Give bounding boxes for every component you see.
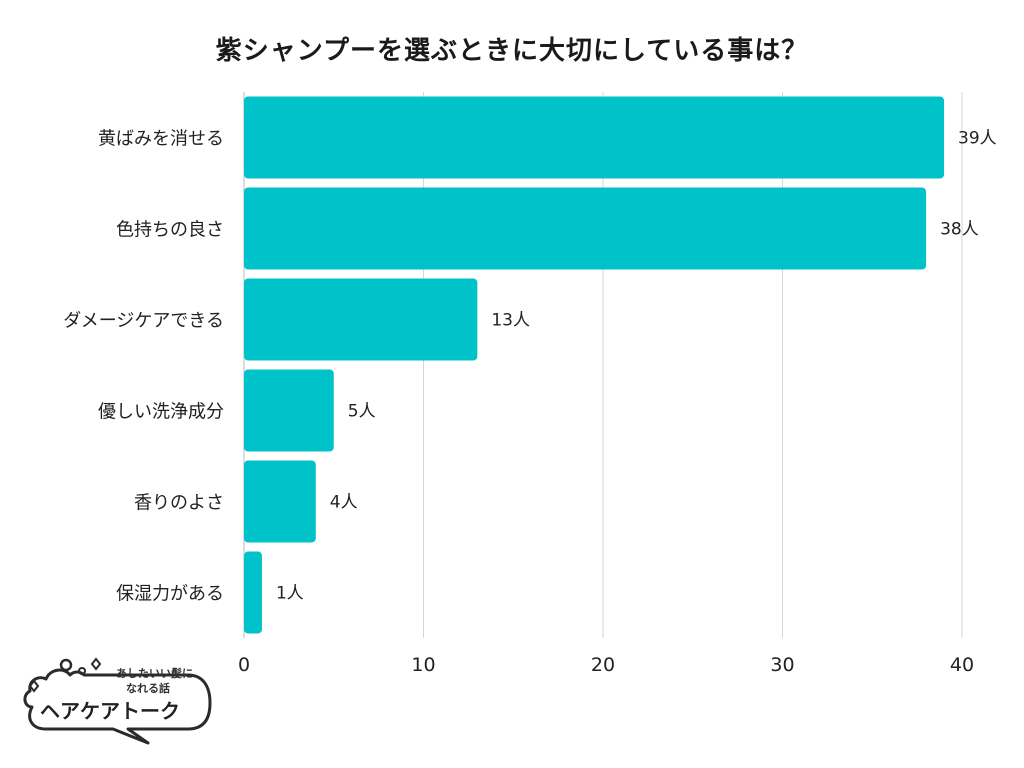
bar (244, 460, 316, 543)
chart-title: 紫シャンプーを選ぶときに大切にしている事は？ (215, 36, 809, 66)
bar (244, 369, 334, 452)
logo-tagline-line2: なれる話 (126, 681, 170, 695)
value-label: 4人 (330, 493, 358, 513)
x-tick-label: 40 (950, 654, 974, 676)
x-tick-label: 20 (591, 654, 615, 676)
category-label: 色持ちの良さ (116, 220, 224, 241)
logo-tagline-line1: あしたいい髪に (116, 666, 193, 680)
brand-logo: あしたいい髪に なれる話 ヘアケアトーク (18, 655, 218, 750)
bar (244, 96, 945, 179)
value-label: 1人 (276, 584, 304, 604)
value-label: 13人 (491, 311, 530, 331)
category-label: 黄ばみを消せる (98, 129, 224, 150)
value-labels: 39人 38人 13人 5人 4人 1人 (276, 129, 997, 604)
x-tick-label: 0 (238, 654, 250, 676)
grid-lines (243, 92, 963, 638)
x-tick-labels: 0 10 20 30 40 (238, 654, 974, 676)
speech-bubble-sparkle-icon: あしたいい髪に なれる話 ヘアケアトーク (23, 657, 212, 745)
category-label: 優しい洗浄成分 (98, 402, 224, 423)
value-label: 39人 (958, 129, 997, 149)
bar (244, 551, 262, 634)
logo-brand-name: ヘアケアトーク (40, 699, 180, 723)
value-label: 5人 (348, 402, 376, 422)
category-label: 保湿力がある (116, 584, 224, 605)
x-tick-label: 30 (770, 654, 794, 676)
bar (244, 278, 478, 361)
category-label: 香りのよさ (134, 493, 224, 514)
value-label: 38人 (940, 220, 979, 240)
x-tick-label: 10 (411, 654, 435, 676)
bars (244, 96, 945, 634)
category-label: ダメージケアできる (63, 311, 224, 332)
bar (244, 187, 927, 270)
